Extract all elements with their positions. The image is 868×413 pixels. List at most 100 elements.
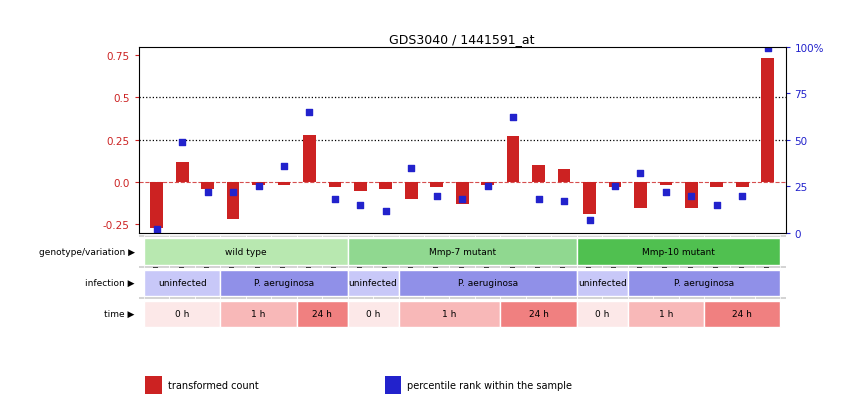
Point (557, 199, 571, 205)
Point (227, 189, 240, 196)
Bar (475, 235, 500, 328)
Text: 24 h: 24 h (312, 309, 332, 318)
Bar (398, 301, 500, 327)
Text: GSM196076: GSM196076 (510, 238, 516, 278)
Text: uninfected: uninfected (158, 278, 207, 287)
Bar (557, 169, 570, 183)
Bar (653, 235, 679, 328)
Bar (576, 270, 628, 296)
Bar (144, 235, 169, 328)
Bar (660, 183, 672, 186)
Bar (348, 239, 576, 265)
Bar (710, 183, 723, 188)
Text: GSM196075: GSM196075 (484, 238, 490, 278)
Bar (145, 376, 161, 394)
Text: GSM196074: GSM196074 (459, 238, 465, 278)
Bar (431, 183, 444, 188)
Text: 0 h: 0 h (175, 309, 189, 318)
Text: 0 h: 0 h (595, 309, 609, 318)
Text: GSM196070: GSM196070 (358, 238, 364, 278)
Bar (144, 239, 348, 265)
Point (582, 217, 596, 224)
Bar (679, 235, 704, 328)
Text: uninfected: uninfected (578, 278, 627, 287)
Point (684, 193, 698, 199)
Text: GSM196082: GSM196082 (663, 238, 669, 278)
Text: GSM196069: GSM196069 (332, 238, 338, 278)
Bar (685, 183, 698, 208)
Bar (583, 183, 595, 215)
Bar (761, 59, 774, 183)
Point (201, 189, 214, 196)
Title: GDS3040 / 1441591_at: GDS3040 / 1441591_at (390, 33, 535, 46)
Bar (628, 235, 653, 328)
Bar (481, 183, 494, 186)
Bar (201, 183, 214, 190)
Bar (220, 301, 297, 327)
Text: 0 h: 0 h (366, 309, 380, 318)
Bar (272, 235, 297, 328)
Bar (379, 183, 392, 190)
Text: 24 h: 24 h (733, 309, 753, 318)
Bar (385, 376, 401, 394)
Bar (602, 235, 628, 328)
Point (608, 183, 621, 190)
Text: percentile rank within the sample: percentile rank within the sample (407, 380, 572, 390)
Point (531, 197, 545, 203)
Text: GSM196080: GSM196080 (612, 238, 618, 278)
Text: genotype/variation ▶: genotype/variation ▶ (38, 247, 135, 256)
Text: GSM196079: GSM196079 (587, 238, 593, 278)
Bar (348, 270, 398, 296)
Bar (329, 183, 341, 188)
Bar (704, 235, 729, 328)
Text: GSM196086: GSM196086 (765, 238, 771, 278)
Bar (576, 235, 602, 328)
Bar (628, 270, 780, 296)
Text: GSM196085: GSM196085 (740, 238, 746, 278)
Point (634, 171, 648, 177)
Text: Mmp-10 mutant: Mmp-10 mutant (642, 247, 715, 256)
Bar (424, 235, 450, 328)
Bar (450, 235, 475, 328)
Point (303, 109, 317, 116)
Point (379, 208, 393, 214)
Bar (628, 301, 704, 327)
Bar (195, 235, 220, 328)
Point (175, 139, 189, 146)
Text: GSM196084: GSM196084 (713, 238, 720, 278)
Point (277, 163, 291, 170)
Bar (736, 183, 748, 188)
Bar (227, 183, 240, 220)
Text: GSM196081: GSM196081 (637, 238, 643, 278)
Point (328, 197, 342, 203)
Bar (220, 235, 246, 328)
Text: uninfected: uninfected (349, 278, 398, 287)
Bar (278, 183, 291, 186)
Bar (398, 235, 424, 328)
Point (150, 226, 164, 233)
Bar (729, 235, 755, 328)
Bar (405, 183, 418, 199)
Bar (297, 235, 322, 328)
Bar (373, 235, 398, 328)
Text: P. aeruginosa: P. aeruginosa (457, 278, 517, 287)
Bar (398, 270, 576, 296)
Text: GSM196078: GSM196078 (561, 238, 567, 278)
Text: GSM196065: GSM196065 (230, 238, 236, 278)
Bar (144, 270, 220, 296)
Point (481, 183, 495, 190)
Text: time ▶: time ▶ (104, 309, 135, 318)
Bar (348, 235, 373, 328)
Bar (354, 183, 367, 191)
Text: GSM196071: GSM196071 (383, 238, 389, 278)
Bar (551, 235, 576, 328)
Point (353, 202, 367, 209)
Text: infection ▶: infection ▶ (85, 278, 135, 287)
Point (735, 193, 749, 199)
Point (506, 115, 520, 121)
Point (659, 189, 673, 196)
Bar (176, 162, 188, 183)
Bar (755, 235, 780, 328)
Text: 24 h: 24 h (529, 309, 549, 318)
Text: GSM196064: GSM196064 (205, 238, 211, 278)
